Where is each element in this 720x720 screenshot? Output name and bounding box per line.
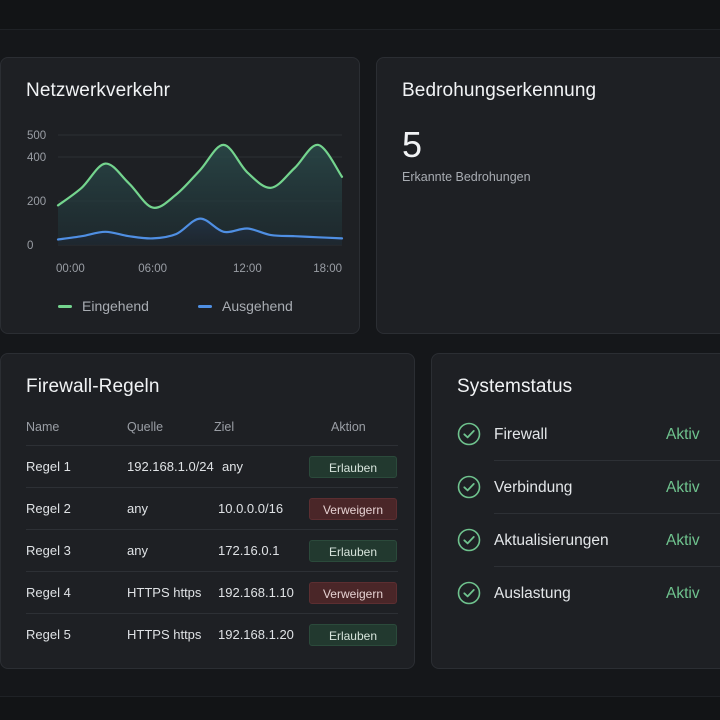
y-tick-label: 400	[27, 152, 46, 164]
allow-button[interactable]: Erlauben	[309, 624, 397, 646]
series-line-outgoing	[56, 217, 344, 241]
card-title: Bedrohungserkennung	[402, 80, 597, 101]
network-traffic-card: Netzwerkverkehr 0 200 400 500 00:00 06:00 12:0…	[0, 57, 360, 334]
table-row[interactable]: Regel 2 any 10.0.0.0/16 Verweigern	[26, 487, 398, 529]
rule-name: Regel 4	[26, 585, 71, 600]
table-row[interactable]: Regel 3 any 172.16.0.1 Erlauben	[26, 529, 398, 571]
status-label: Verbindung	[494, 479, 573, 496]
rule-target: 172.16.0.1	[218, 543, 280, 558]
column-header-source[interactable]: Quelle	[127, 420, 164, 434]
rule-name: Regel 5	[26, 627, 71, 642]
series-area-outgoing	[58, 218, 342, 245]
status-label: Aktualisierungen	[494, 532, 609, 549]
card-title: Firewall-Regeln	[26, 376, 160, 397]
system-status-card: Systemstatus Firewall Aktiv Verbindung A…	[431, 353, 720, 669]
column-header-target[interactable]: Ziel	[214, 420, 235, 434]
status-item-firewall[interactable]: Firewall Aktiv	[457, 408, 720, 461]
rule-source: HTTPS https	[127, 585, 202, 600]
threat-count-label: Erkannte Bedrohungen	[402, 170, 531, 184]
check-circle-icon	[457, 581, 481, 605]
check-circle-icon	[457, 528, 481, 552]
table-row[interactable]: Regel 4 HTTPS https 192.168.1.10 Verweig…	[26, 571, 398, 613]
status-badge: Aktiv	[666, 426, 700, 443]
bottom-bar	[0, 696, 720, 720]
column-header-name[interactable]: Name	[26, 420, 60, 434]
series-line-incoming	[56, 143, 344, 209]
legend-swatch-incoming	[58, 304, 72, 308]
legend-outgoing[interactable]: Ausgehend	[198, 298, 293, 314]
check-circle-icon	[457, 475, 481, 499]
x-tick-label: 12:00	[233, 263, 262, 275]
allow-button[interactable]: Erlauben	[309, 540, 397, 562]
rule-source: HTTPS https	[127, 627, 202, 642]
divider	[494, 513, 720, 514]
traffic-chart: 0 200 400 500 00:00 06:00 12:00 18:00	[27, 130, 344, 275]
divider	[494, 566, 720, 567]
table-row[interactable]: Regel 1 192.168.1.0/24 any Erlauben	[26, 445, 398, 487]
threat-detection-card: Bedrohungserkennung 5 Erkannte Bedrohung…	[376, 57, 720, 334]
table-row[interactable]: Regel 5 HTTPS https 192.168.1.20 Erlaube…	[26, 613, 398, 655]
status-label: Auslastung	[494, 585, 571, 602]
top-bar	[0, 0, 720, 30]
status-item-load[interactable]: Auslastung Aktiv	[457, 567, 720, 620]
y-tick-label: 0	[27, 240, 33, 252]
rule-name: Regel 3	[26, 543, 71, 558]
legend-label: Ausgehend	[222, 298, 293, 314]
legend-incoming[interactable]: Eingehend	[58, 298, 149, 314]
status-badge: Aktiv	[666, 532, 700, 549]
rule-name: Regel 1	[26, 459, 71, 474]
y-tick-label: 500	[27, 130, 46, 142]
series-area-incoming	[58, 144, 342, 245]
x-tick-label: 00:00	[56, 263, 85, 275]
rule-source: 192.168.1.0/24	[127, 459, 214, 474]
status-badge: Aktiv	[666, 585, 700, 602]
card-title: Netzwerkverkehr	[26, 80, 171, 101]
status-item-updates[interactable]: Aktualisierungen Aktiv	[457, 514, 720, 567]
threat-count: 5	[402, 124, 423, 165]
rule-target: any	[222, 459, 243, 474]
x-tick-label: 18:00	[313, 263, 342, 275]
firewall-rules-card: Firewall-Regeln Name Quelle Ziel Aktion …	[0, 353, 415, 669]
status-label: Firewall	[494, 426, 548, 443]
check-circle-icon	[457, 422, 481, 446]
rule-name: Regel 2	[26, 501, 71, 516]
deny-button[interactable]: Verweigern	[309, 498, 397, 520]
column-header-action[interactable]: Aktion	[331, 420, 366, 434]
card-title: Systemstatus	[457, 376, 573, 397]
x-tick-label: 06:00	[138, 263, 167, 275]
legend-swatch-outgoing	[198, 304, 212, 308]
y-tick-label: 200	[27, 196, 46, 208]
rule-target: 10.0.0.0/16	[218, 501, 284, 516]
rule-target: 192.168.1.10	[218, 585, 294, 600]
rule-target: 192.168.1.20	[218, 627, 294, 642]
divider	[494, 460, 720, 461]
legend-label: Eingehend	[82, 298, 149, 314]
status-badge: Aktiv	[666, 479, 700, 496]
status-item-connection[interactable]: Verbindung Aktiv	[457, 461, 720, 514]
deny-button[interactable]: Verweigern	[309, 582, 397, 604]
rule-source: any	[127, 501, 148, 516]
rule-source: any	[127, 543, 148, 558]
allow-button[interactable]: Erlauben	[309, 456, 397, 478]
